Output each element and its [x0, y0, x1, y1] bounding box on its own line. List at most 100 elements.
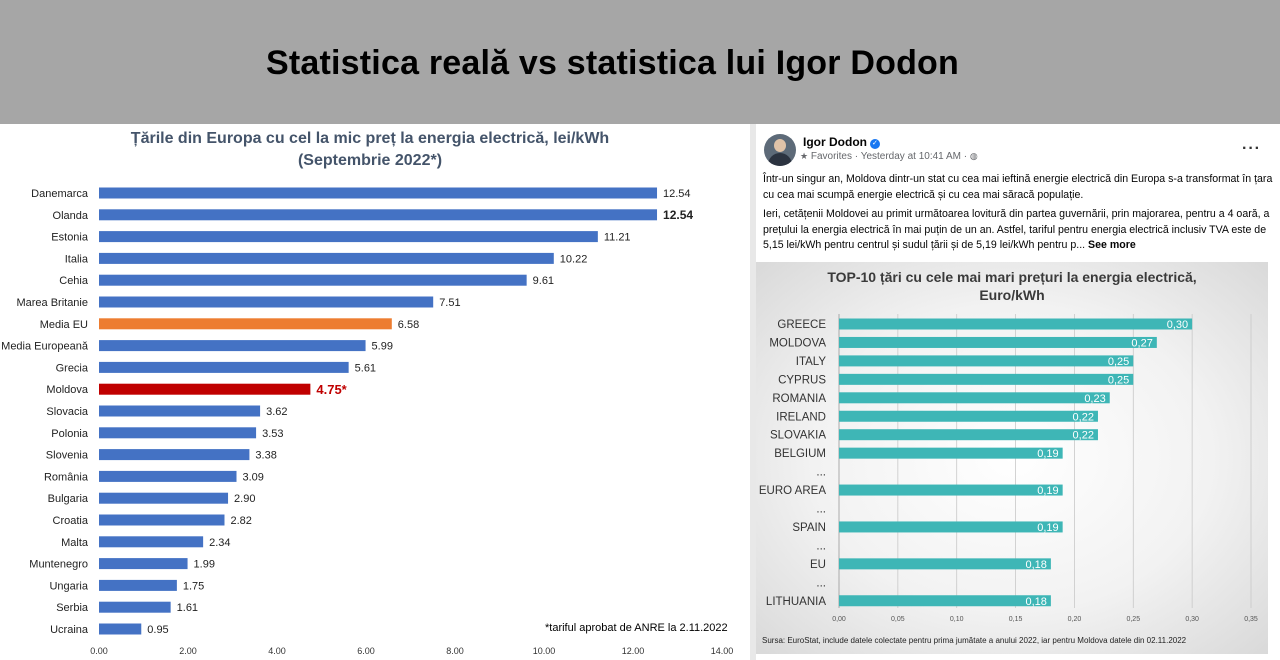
post-author-name[interactable]: Igor Dodon — [803, 135, 867, 149]
data-label: 0,25 — [1108, 374, 1129, 386]
data-label: 5.99 — [372, 341, 393, 353]
category-label: Polonia — [51, 428, 89, 440]
data-label: 1.99 — [194, 559, 215, 571]
post-paragraph-2-text: Ieri, cetățenii Moldovei au primit următ… — [763, 208, 1270, 251]
left-chart-footnote: *tariful aprobat de ANRE la 2.11.2022 — [545, 622, 728, 634]
bar — [99, 187, 658, 199]
category-label: Estonia — [51, 232, 89, 244]
category-label: LITHUANIA — [766, 596, 826, 608]
bar — [839, 429, 1098, 441]
post-meta-text[interactable]: Favorites · Yesterday at 10:41 AM · — [810, 151, 968, 162]
x-tick-label: 0,05 — [891, 616, 905, 623]
more-options-icon[interactable]: ··· — [1242, 140, 1261, 157]
category-label: Ucraina — [50, 624, 89, 636]
category-label: Italia — [65, 253, 89, 265]
bar — [99, 252, 554, 264]
bar — [99, 383, 311, 395]
x-tick-label: 0,35 — [1244, 616, 1258, 623]
data-label: 0.95 — [147, 624, 168, 636]
left-chart-title-block: Țările din Europa cu cel la mic preț la … — [0, 128, 740, 172]
category-label: BELGIUM — [774, 448, 826, 460]
bar — [839, 447, 1063, 459]
data-label: 11.21 — [604, 232, 631, 244]
category-label: Marea Britanie — [16, 297, 88, 309]
bar — [99, 209, 658, 221]
left-chart-subtitle: (Septembrie 2022*) — [297, 152, 443, 169]
bar — [99, 514, 225, 526]
bar — [99, 470, 237, 482]
bar — [99, 427, 257, 439]
x-tick-label: 14.00 — [711, 646, 734, 656]
bar — [99, 340, 366, 352]
category-label: ... — [816, 540, 826, 552]
bar — [839, 484, 1063, 496]
right-bar-chart: 0,00 0,05 0,10 0,15 0,20 0,25 0,30 0,35 GREECE 0,… — [759, 314, 1258, 623]
data-label: 5.61 — [355, 362, 376, 374]
category-label: Muntenegro — [29, 559, 88, 571]
post-author[interactable]: Igor Dodon ✓ — [803, 135, 880, 149]
category-label: Serbia — [56, 602, 89, 614]
bar — [99, 274, 527, 286]
data-label: 12.54 — [663, 188, 691, 200]
data-label: 2.34 — [209, 537, 230, 549]
data-label: 3.38 — [255, 450, 276, 462]
bar — [99, 405, 261, 417]
data-label: 3.62 — [266, 406, 287, 418]
bar — [99, 449, 250, 461]
data-label: 12.54 — [663, 208, 693, 222]
data-label: 6.58 — [398, 319, 419, 331]
data-label: 2.90 — [234, 493, 255, 505]
x-tick-label: 4.00 — [268, 646, 286, 656]
category-label: MOLDOVA — [769, 337, 826, 349]
data-label: 10.22 — [560, 253, 588, 265]
post-paragraph-2: Ieri, cetățenii Moldovei au primit următ… — [763, 207, 1273, 254]
bar — [99, 361, 349, 373]
category-label: SPAIN — [792, 522, 826, 534]
data-label: 1.75 — [183, 580, 204, 592]
x-tick-label: 0,30 — [1185, 616, 1199, 623]
right-chart-title-block: TOP-10 țări cu cele mai mari prețuri la … — [756, 268, 1268, 304]
post-paragraph-1: Într-un singur an, Moldova dintr-un stat… — [763, 173, 1273, 201]
data-label: 0,23 — [1084, 393, 1105, 405]
post-meta: ★ Favorites · Yesterday at 10:41 AM · ◍ — [800, 151, 978, 162]
category-label: Bulgaria — [48, 493, 89, 505]
data-label: 0,30 — [1167, 319, 1188, 331]
category-label: GREECE — [777, 319, 826, 331]
bar — [839, 373, 1134, 385]
bar — [99, 579, 177, 591]
facebook-post-panel: Igor Dodon ✓ ★ Favorites · Yesterday at 1… — [756, 124, 1280, 660]
bar — [839, 355, 1134, 367]
x-tick-label: 0,25 — [1126, 616, 1140, 623]
header-banner: Statistica reală vs statistica lui Igor … — [0, 0, 1280, 124]
category-label: EURO AREA — [759, 485, 826, 497]
right-chart-source: Sursa: EuroStat, include datele colectat… — [762, 636, 1187, 645]
globe-icon: ◍ — [969, 151, 978, 161]
data-label: 0,19 — [1037, 448, 1058, 460]
data-label: 0,22 — [1073, 430, 1094, 442]
category-label: Olanda — [53, 210, 89, 222]
bar — [839, 410, 1098, 422]
page-title: Statistica reală vs statistica lui Igor … — [266, 44, 959, 82]
avatar[interactable] — [764, 134, 796, 166]
data-label: 4.75* — [316, 382, 347, 397]
category-label: Danemarca — [31, 188, 89, 200]
see-more-link[interactable]: See more — [1088, 239, 1136, 251]
category-label: IRELAND — [776, 411, 826, 423]
x-tick-label: 0,15 — [1009, 616, 1023, 623]
bar — [839, 336, 1157, 348]
data-label: 0,19 — [1037, 522, 1058, 534]
category-label: Media EU — [40, 319, 88, 331]
verified-badge-icon: ✓ — [869, 139, 880, 149]
category-label: ... — [816, 577, 826, 589]
bar — [99, 536, 204, 548]
favorites-star-icon: ★ — [800, 151, 809, 161]
data-label: 2.82 — [230, 515, 251, 527]
category-label: Grecia — [56, 362, 89, 374]
category-label: ITALY — [796, 356, 827, 368]
x-tick-label: 0,10 — [950, 616, 964, 623]
right-chart-subtitle: Euro/kWh — [979, 287, 1045, 303]
x-tick-label: 8.00 — [446, 646, 464, 656]
data-label: 3.53 — [262, 428, 283, 440]
bar — [839, 392, 1110, 404]
data-label: 0,25 — [1108, 356, 1129, 368]
